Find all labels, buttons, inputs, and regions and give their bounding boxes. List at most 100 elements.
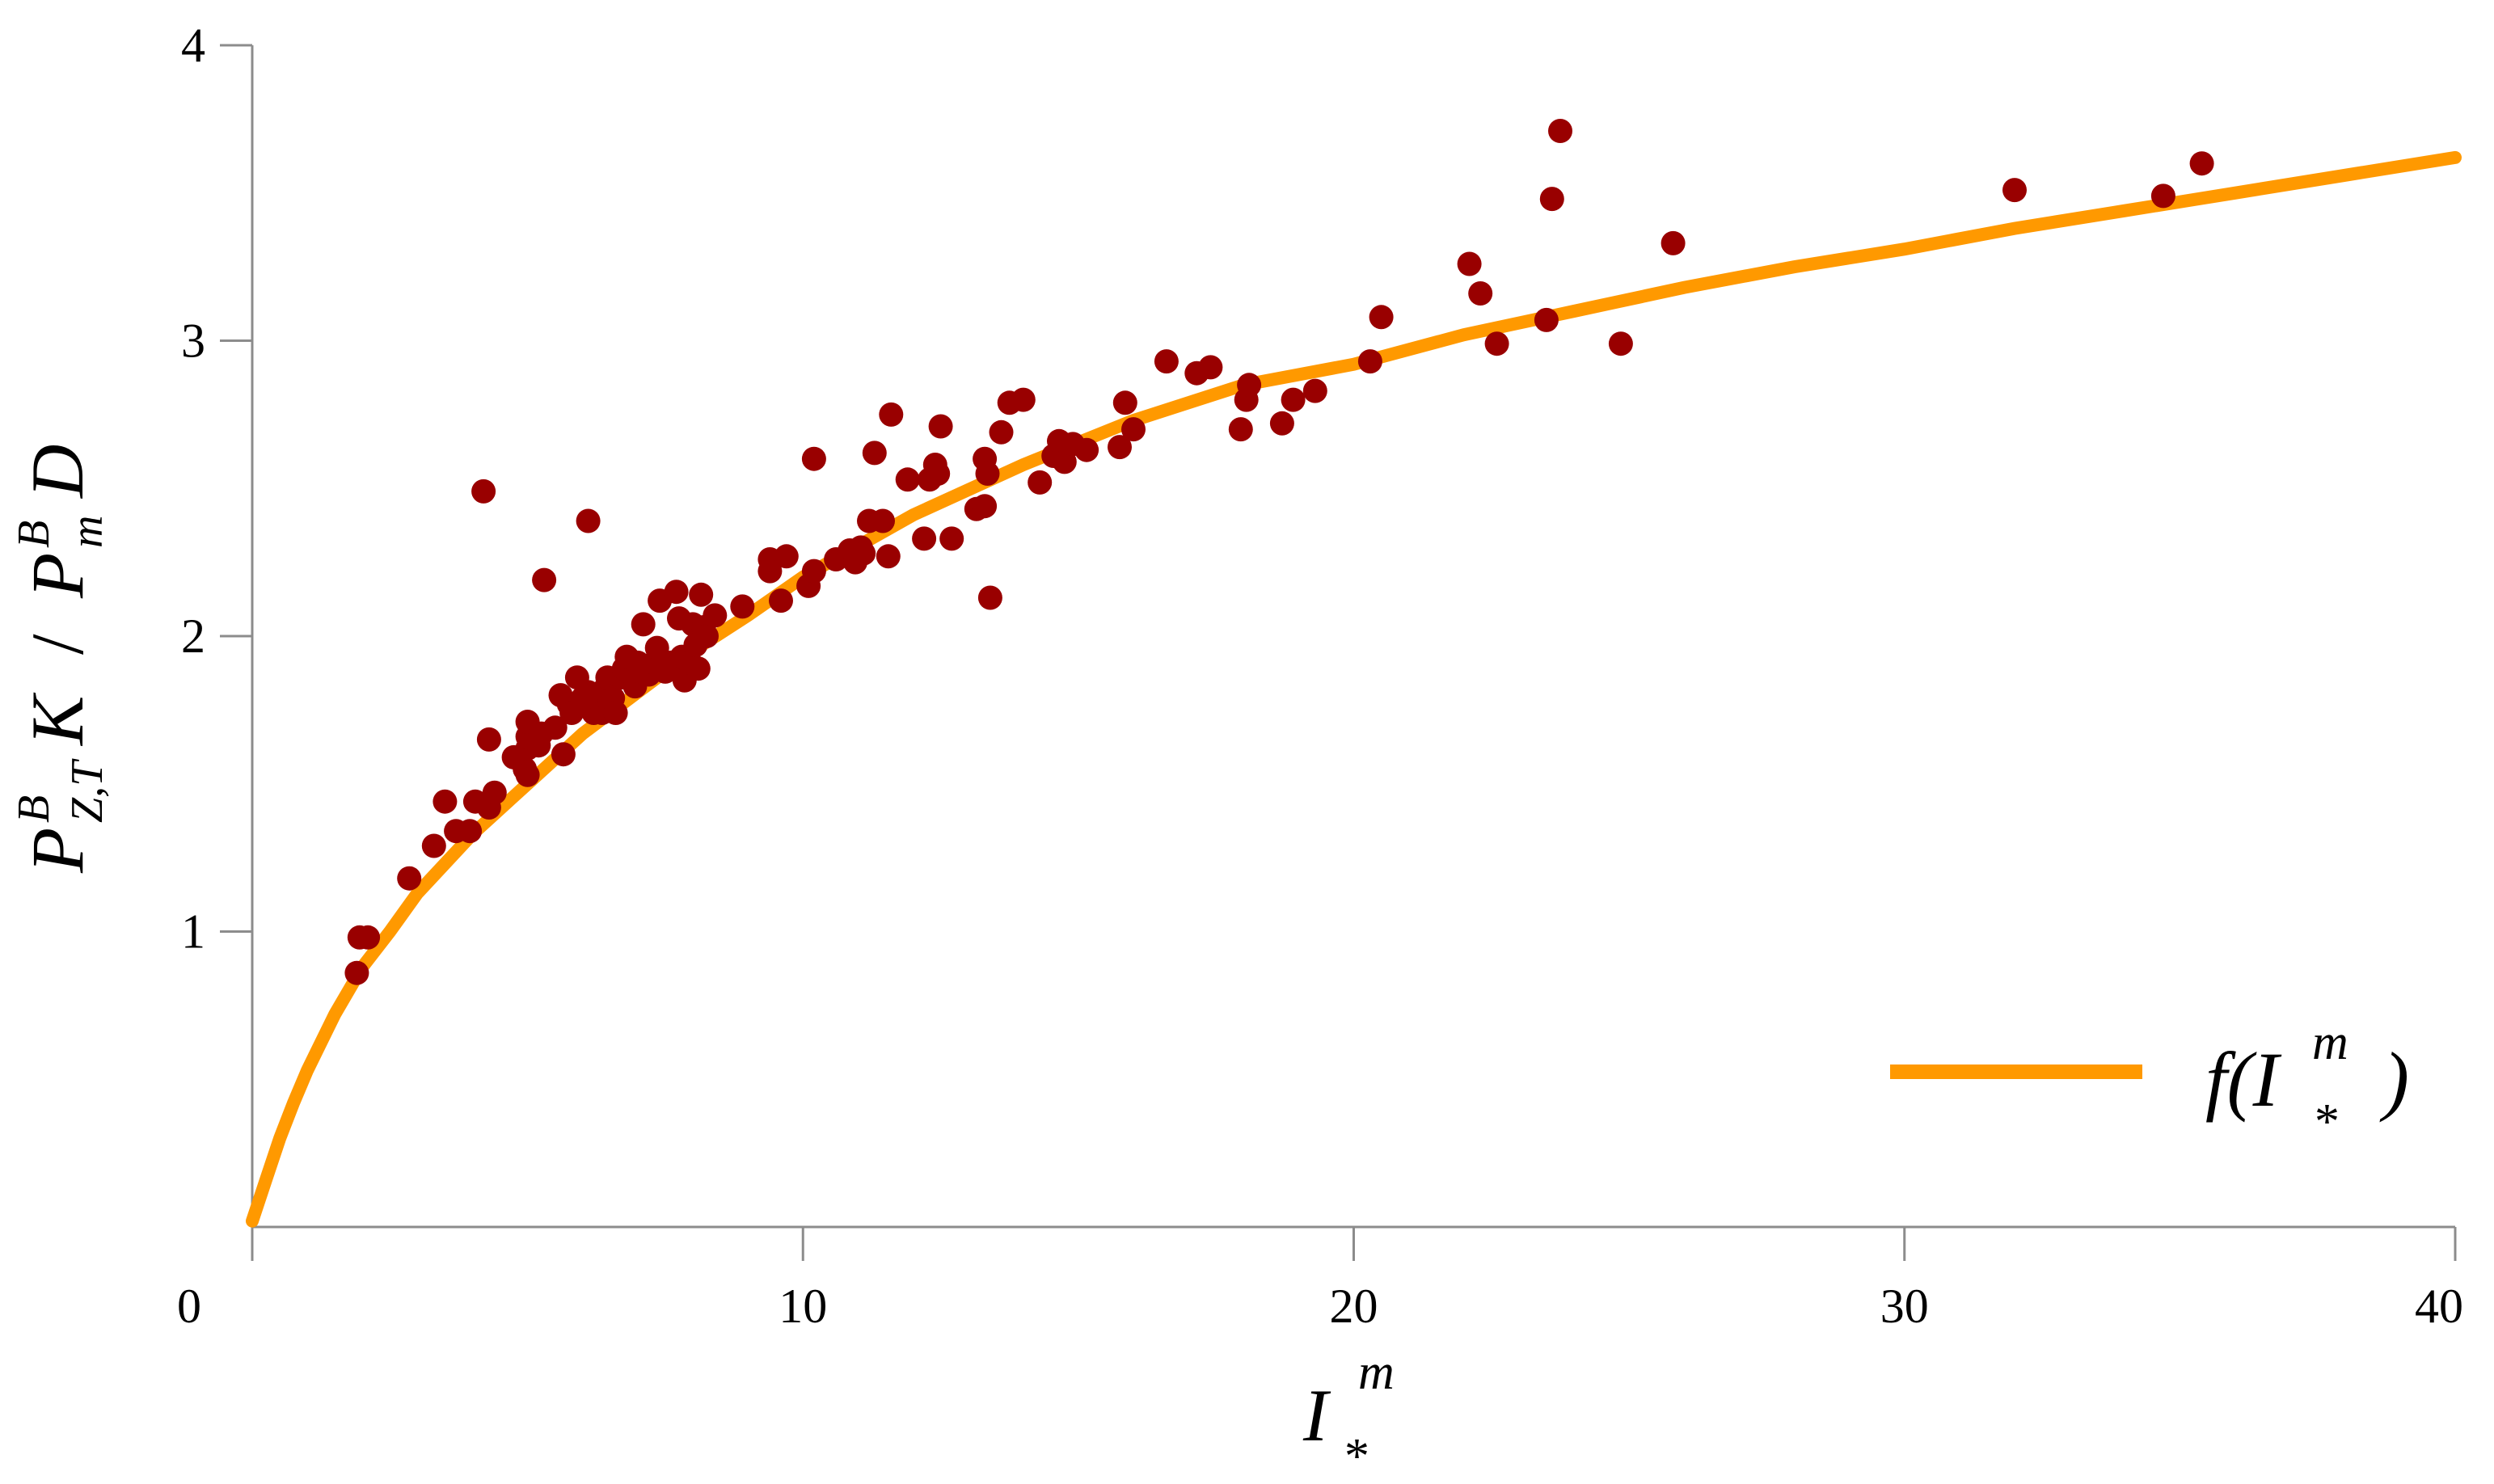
scatter-point: [774, 544, 799, 569]
scatter-point: [2150, 183, 2175, 209]
scatter-point: [397, 866, 422, 891]
scatter-point: [801, 446, 826, 471]
scatter-point: [973, 494, 998, 519]
scatter-point: [912, 526, 937, 551]
scatter-point: [928, 414, 953, 439]
y-tick-label: 1: [181, 905, 205, 959]
scatter-point: [1198, 355, 1223, 380]
y-tick-label: 4: [181, 19, 205, 72]
scatter-point: [551, 742, 576, 767]
scatter-point: [2002, 178, 2027, 203]
y-label-den-sup: B: [9, 521, 59, 548]
scatter-point: [1357, 349, 1382, 374]
scatter-point: [1457, 251, 1482, 276]
x-axis-label-sup: m: [1358, 1345, 1395, 1400]
y-label-den-tail: D: [16, 445, 99, 500]
scatter-point: [989, 419, 1014, 445]
axis-ticks: 0 10 20 30 40 1 2 3 4: [177, 19, 2463, 1333]
scatter-point: [801, 559, 826, 584]
scatter-point: [476, 727, 501, 752]
scatter-point: [769, 588, 793, 613]
x-axis-label: I m *: [1302, 1345, 1398, 1484]
scatter-point: [1237, 373, 1262, 398]
scatter-point: [1228, 417, 1253, 442]
x-axis-label-base: I: [1302, 1374, 1331, 1457]
scatter-point: [433, 789, 458, 814]
scatter-point: [871, 508, 895, 533]
legend-label-sub: *: [2312, 1094, 2337, 1149]
y-axis-label: P B Z,T K / P B m D: [9, 445, 112, 874]
scatter-point: [1121, 417, 1146, 442]
legend-label-close: ): [2379, 1036, 2409, 1123]
svg-text:P B Z,T K: P B Z,T K / P B m D: [9, 445, 112, 874]
scatter-point: [1539, 187, 1564, 212]
scatter-point: [876, 544, 901, 569]
y-label-num-sup: B: [9, 795, 59, 823]
scatter-point: [576, 508, 601, 533]
scatter-point: [1074, 437, 1099, 462]
scatter-point: [694, 624, 719, 648]
scatter-point: [895, 467, 920, 492]
scatter-point: [1108, 435, 1132, 460]
scatter-point: [689, 582, 714, 607]
scatter-point: [421, 833, 446, 858]
scatter-point: [862, 441, 887, 466]
scatter-point: [1028, 470, 1053, 495]
scatter-point: [975, 462, 1000, 486]
x-tick-label: 20: [1330, 1280, 1378, 1333]
scatter-point: [356, 925, 381, 950]
x-tick-label: 0: [177, 1280, 201, 1333]
legend-label-fit: f(I m * ): [2205, 1015, 2409, 1149]
scatter-point: [631, 612, 656, 637]
scatter-point: [977, 585, 1002, 610]
scatter-point: [1484, 331, 1509, 356]
legend: f(I m * ): [1890, 1015, 2409, 1149]
scatter-point: [1269, 411, 1294, 436]
x-axis-label-sub: *: [1342, 1429, 1367, 1484]
legend-label-base: f(I: [2205, 1036, 2282, 1123]
y-tick-label: 3: [181, 314, 205, 368]
scatter-point: [542, 715, 568, 740]
legend-label-sup: m: [2312, 1015, 2348, 1070]
scatter-point: [664, 580, 689, 605]
scatter-point: [939, 526, 964, 551]
scatter-point: [1468, 281, 1493, 306]
scatter-point: [1154, 349, 1179, 374]
y-label-num-sub: Z,T: [62, 758, 112, 823]
y-label-den-base: P: [16, 553, 99, 599]
x-tick-label: 30: [1880, 1280, 1929, 1333]
y-label-separator: /: [16, 634, 99, 655]
scatter-point: [851, 541, 876, 566]
axes: [251, 45, 2455, 1229]
x-tick-label: 10: [779, 1280, 827, 1333]
scatter-point: [703, 603, 728, 628]
scatter-point: [1534, 307, 1559, 332]
y-label-num-tail: K: [16, 692, 99, 747]
y-tick-label: 2: [181, 609, 205, 663]
y-label-den-sub: m: [62, 516, 112, 548]
scatter-point: [482, 780, 507, 805]
scatter-point: [926, 462, 951, 486]
scatter-points-layer: [344, 119, 2214, 985]
scatter-point: [1548, 119, 1572, 143]
scatter-point: [686, 656, 711, 681]
scatter-point: [730, 594, 755, 619]
scatter-point: [471, 479, 496, 504]
scatter-point: [344, 960, 369, 985]
y-label-num-base: P: [16, 828, 99, 874]
scatter-point: [1281, 387, 1306, 412]
scatter-point: [458, 819, 483, 844]
scatter-point: [1302, 378, 1327, 403]
scatter-point: [1608, 331, 1633, 356]
scatter-point: [515, 762, 540, 787]
x-tick-label: 40: [2415, 1280, 2463, 1333]
scatter-point: [532, 567, 557, 592]
scatter-point: [879, 402, 904, 427]
scatter-point: [1011, 387, 1036, 412]
scatter-point: [1369, 305, 1394, 330]
scatter-point: [2189, 151, 2214, 176]
scatter-point: [603, 701, 628, 725]
scatter-point: [1661, 230, 1686, 255]
scatter-point: [1112, 390, 1137, 415]
